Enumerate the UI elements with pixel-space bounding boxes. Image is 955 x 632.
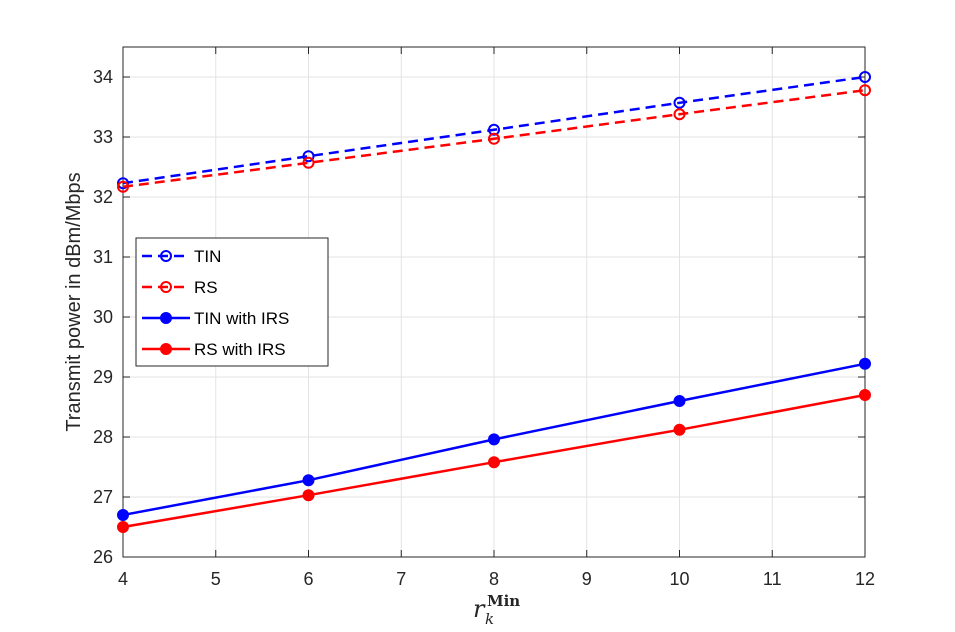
data-point: [117, 180, 129, 193]
x-tick-label: 6: [303, 569, 313, 589]
x-tick-label: 10: [669, 569, 689, 589]
x-tick-label: 4: [118, 569, 128, 589]
data-point: [488, 132, 500, 145]
x-tick-label: 5: [211, 569, 221, 589]
data-point: [117, 177, 129, 190]
legend-label: RS: [194, 278, 218, 297]
series-line: [122, 75, 866, 185]
y-axis-title: Transmit power in dBm/Mbps: [63, 172, 85, 431]
legend-label: TIN with IRS: [194, 309, 289, 328]
data-point: [673, 423, 686, 436]
legend: TIN RS TIN with IRS RS with IRS: [135, 237, 329, 367]
data-point: [302, 489, 315, 502]
x-tick-label: 12: [855, 569, 875, 589]
y-tick-label: 31: [93, 247, 113, 267]
series-rs-with-irs: [117, 389, 871, 533]
legend-marker: [160, 343, 172, 355]
axis-ticks: 4 5 6 7 8 9 10 11 12 26 27 28 29 30 31 32 33 34: [93, 47, 875, 589]
x-axis-title-sup: Min: [487, 592, 520, 610]
data-point: [673, 96, 686, 109]
series-line: [122, 88, 866, 189]
data-point: [117, 521, 129, 533]
series-tin: [117, 71, 871, 190]
data-point: [302, 156, 315, 169]
y-tick-label: 27: [93, 487, 113, 507]
series-rs: [117, 84, 871, 193]
series-tin-with-irs: [117, 357, 871, 521]
series-group: [117, 71, 871, 533]
data-point: [673, 108, 686, 121]
y-tick-label: 30: [93, 307, 113, 327]
data-point: [859, 357, 871, 370]
y-tick-label: 34: [93, 67, 113, 87]
legend-marker: [160, 312, 172, 324]
legend-item-rs: RS: [142, 278, 218, 297]
legend-label: RS with IRS: [194, 340, 286, 359]
y-tick-label: 29: [93, 367, 113, 387]
legend-marker: [160, 250, 172, 262]
x-axis-title-main: r: [473, 595, 486, 623]
y-tick-label: 32: [93, 187, 113, 207]
x-tick-label: 11: [763, 569, 782, 589]
x-tick-label: 7: [396, 569, 406, 589]
legend-item-tin: TIN: [142, 247, 221, 266]
data-point: [673, 395, 686, 407]
x-axis-title: r k Min: [473, 592, 520, 628]
y-tick-label: 28: [93, 427, 113, 447]
legend-item-tin-with-irs: TIN with IRS: [142, 309, 289, 328]
data-point: [859, 389, 871, 401]
data-point: [302, 150, 315, 163]
data-point: [488, 433, 500, 446]
data-point: [117, 509, 129, 521]
legend-item-rs-with-irs: RS with IRS: [142, 340, 286, 359]
legend-marker: [160, 281, 172, 293]
legend-label: TIN: [194, 247, 221, 266]
y-tick-label: 26: [93, 547, 113, 567]
data-point: [302, 474, 315, 487]
data-point: [859, 84, 871, 97]
x-axis-title-sub: k: [485, 610, 494, 628]
x-tick-label: 8: [489, 569, 499, 589]
data-point: [488, 456, 500, 469]
x-tick-label: 9: [582, 569, 592, 589]
y-tick-label: 33: [93, 127, 113, 147]
data-point: [859, 71, 871, 83]
